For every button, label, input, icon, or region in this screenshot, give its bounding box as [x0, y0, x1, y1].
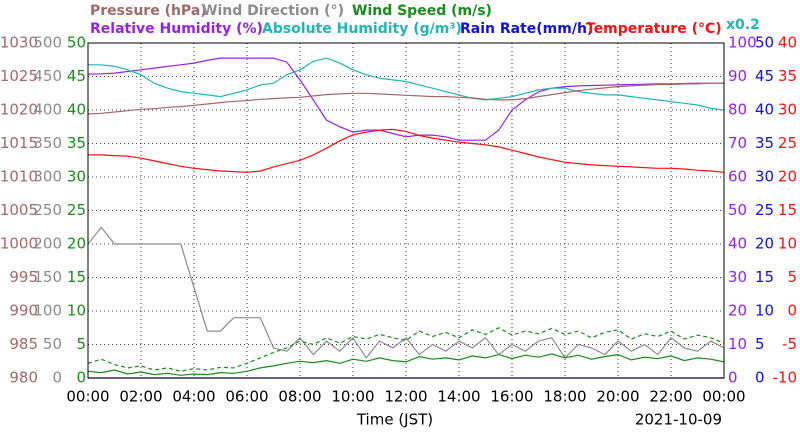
y-tick-label: 1020: [0, 101, 38, 119]
y-tick-label: 40: [67, 101, 86, 119]
y-tick-label: 200: [33, 235, 62, 253]
y-tick-label: 15: [778, 201, 797, 219]
plot-frame: [87, 42, 725, 379]
y-tick-label: 30: [67, 168, 86, 186]
y-tick-label: 25: [755, 201, 774, 219]
axis-title: Wind Speed (m/s): [352, 3, 492, 19]
y-tick-label: 35: [67, 134, 86, 152]
x-tick-label: 20:00: [596, 388, 639, 406]
y-tick-label: 980: [9, 369, 38, 387]
series-line: [88, 128, 725, 173]
axis-title: Relative Humidity (%): [90, 21, 263, 37]
y-tick-label: 10: [67, 302, 86, 320]
x-tick-label: 06:00: [225, 388, 268, 406]
y-tick-label: 0: [52, 369, 62, 387]
y-tick-label: 350: [33, 134, 62, 152]
y-tick-label: 5: [755, 335, 765, 353]
y-tick-label: 50: [43, 335, 62, 353]
x-tick-label: 02:00: [119, 388, 162, 406]
y-tick-label: 300: [33, 168, 62, 186]
y-tick-label: 150: [33, 268, 62, 286]
y-tick-label: 1000: [0, 235, 38, 253]
x-tick-label: 10:00: [331, 388, 374, 406]
y-tick-label: 35: [778, 67, 797, 85]
y-tick-label: 450: [33, 67, 62, 85]
y-tick-label: 400: [33, 101, 62, 119]
x-tick-label: 14:00: [437, 388, 480, 406]
x-tick-label: 04:00: [172, 388, 215, 406]
y-tick-label: 10: [728, 335, 747, 353]
y-tick-label: -5: [782, 335, 797, 353]
scale-label: x0.2: [726, 17, 760, 33]
y-tick-label: 985: [9, 335, 38, 353]
y-tick-label: 1005: [0, 201, 38, 219]
y-tick-label: 0: [755, 369, 765, 387]
series-line: [87, 226, 725, 359]
y-tick-label: 5: [76, 335, 86, 353]
axis-title: Rain Rate(mm/h): [460, 21, 593, 37]
y-tick-label: 25: [67, 201, 86, 219]
series-line: [87, 353, 725, 376]
y-tick-label: 70: [728, 134, 747, 152]
y-tick-label: 0: [728, 369, 738, 387]
y-tick-label: 100: [728, 34, 757, 52]
y-tick-label: 5: [787, 268, 797, 286]
y-tick-label: 100: [33, 302, 62, 320]
y-tick-label: 30: [728, 268, 747, 286]
series-line: [88, 57, 725, 111]
series-line: [87, 57, 724, 141]
y-tick-label: 80: [728, 101, 747, 119]
y-tick-label: 0: [76, 369, 86, 387]
y-tick-label: 0: [787, 302, 797, 320]
y-tick-label: 30: [755, 168, 774, 186]
y-tick-label: 90: [728, 67, 747, 85]
x-tick-label: 16:00: [490, 388, 533, 406]
y-tick-label: 40: [755, 101, 774, 119]
x-tick-label: 18:00: [543, 388, 586, 406]
axis-title: Absolute Humidity (g/m³): [262, 21, 462, 37]
x-tick-label: 12:00: [384, 388, 427, 406]
y-tick-label: 1030: [0, 34, 38, 52]
x-axis-label: Time (JST): [356, 411, 433, 429]
y-tick-label: 1025: [0, 67, 38, 85]
y-tick-label: 20: [778, 168, 797, 186]
y-tick-label: 1010: [0, 168, 38, 186]
date-label: 2021-10-09: [635, 411, 722, 429]
y-tick-label: 25: [778, 134, 797, 152]
y-tick-label: 45: [67, 67, 86, 85]
x-tick-label: 08:00: [278, 388, 321, 406]
y-tick-label: 15: [755, 268, 774, 286]
y-tick-label: 40: [778, 34, 797, 52]
y-tick-label: 250: [33, 201, 62, 219]
y-tick-label: 1015: [0, 134, 38, 152]
y-tick-label: 35: [755, 134, 774, 152]
y-tick-label: -10: [773, 369, 798, 387]
y-tick-label: 10: [778, 235, 797, 253]
x-tick-label: 22:00: [649, 388, 692, 406]
y-tick-label: 20: [755, 235, 774, 253]
series-line: [87, 82, 724, 115]
axis-title: Pressure (hPa): [90, 3, 207, 19]
y-tick-label: 50: [755, 34, 774, 52]
x-tick-label: 00:00: [702, 388, 745, 406]
y-tick-label: 15: [67, 268, 86, 286]
y-tick-label: 20: [728, 302, 747, 320]
y-tick-label: 500: [33, 34, 62, 52]
y-tick-label: 990: [9, 302, 38, 320]
axis-title: Wind Direction (°): [202, 3, 344, 19]
y-tick-label: 20: [67, 235, 86, 253]
y-tick-label: 60: [728, 168, 747, 186]
axis-title: Temperature (°C): [586, 21, 722, 37]
y-tick-label: 45: [755, 67, 774, 85]
y-tick-label: 995: [9, 268, 38, 286]
y-tick-label: 50: [67, 34, 86, 52]
y-tick-label: 10: [755, 302, 774, 320]
x-tick-label: 00:00: [66, 388, 109, 406]
y-tick-label: 30: [778, 101, 797, 119]
y-tick-label: 40: [728, 235, 747, 253]
y-tick-label: 50: [728, 201, 747, 219]
